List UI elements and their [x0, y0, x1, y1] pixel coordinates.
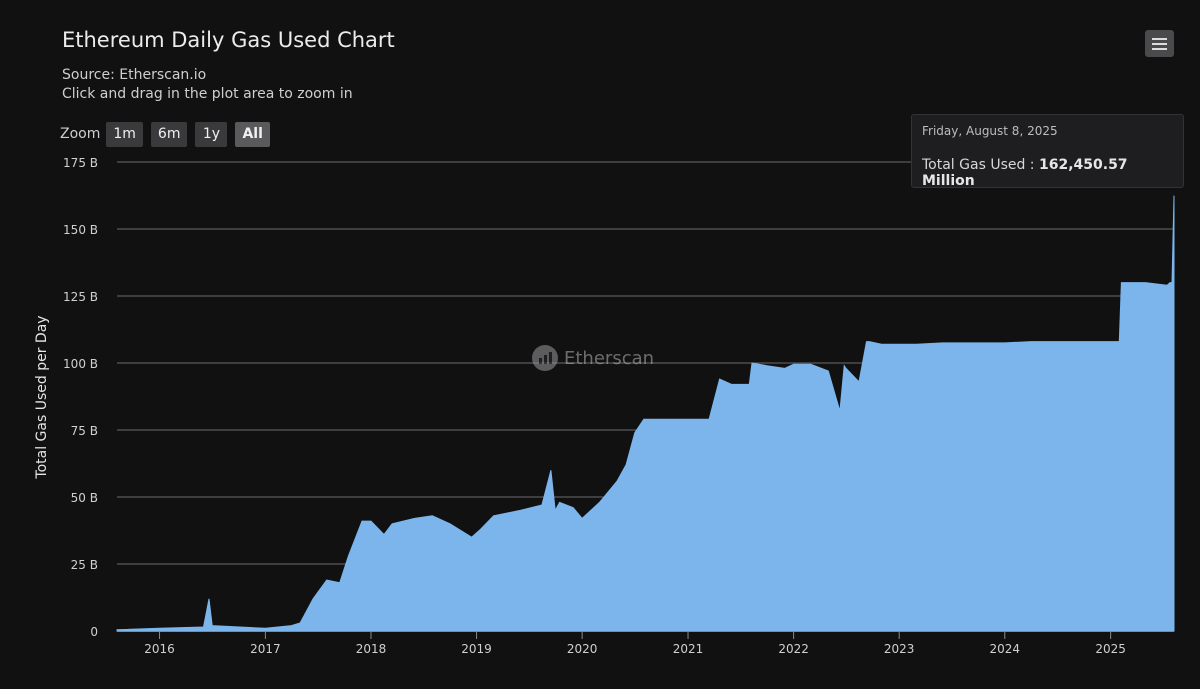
x-tick-label: 2019 — [461, 642, 492, 656]
y-tick-label: 100 B — [63, 357, 98, 371]
hamburger-menu-icon[interactable] — [1145, 30, 1174, 57]
x-tick-label: 2025 — [1095, 642, 1126, 656]
y-tick-label: 50 B — [71, 491, 98, 505]
x-tick-label: 2018 — [356, 642, 387, 656]
y-tick-label: 125 B — [63, 290, 98, 304]
x-tick-label: 2023 — [884, 642, 915, 656]
y-tick-label: 175 B — [63, 156, 98, 170]
tooltip-line: Total Gas Used : 162,450.57 Million — [922, 157, 1173, 189]
watermark-text: Etherscan — [564, 347, 655, 369]
x-tick-label: 2020 — [567, 642, 598, 656]
chart-title: Ethereum Daily Gas Used Chart — [62, 28, 395, 52]
chart-subtitle: Source: Etherscan.io Click and drag in t… — [62, 66, 353, 104]
y-axis-label: Total Gas Used per Day — [34, 315, 50, 479]
y-tick-label: 0 — [90, 625, 98, 639]
y-tick-label: 25 B — [71, 558, 98, 572]
tooltip-date: Friday, August 8, 2025 — [922, 124, 1058, 138]
tooltip-value: 162,450.57 Million — [922, 157, 1128, 189]
x-tick-label: 2017 — [250, 642, 281, 656]
zoom-controls: Zoom 1m 6m 1y All — [60, 121, 278, 147]
x-tick-label: 2016 — [144, 642, 175, 656]
subtitle-hint: Click and drag in the plot area to zoom … — [62, 86, 353, 102]
zoom-all-button[interactable]: All — [235, 121, 270, 147]
zoom-6m-button[interactable]: 6m — [150, 121, 188, 147]
etherscan-logo-icon — [532, 345, 558, 371]
x-tick-label: 2024 — [990, 642, 1021, 656]
chart-tooltip: Friday, August 8, 2025 Total Gas Used : … — [911, 114, 1184, 189]
zoom-1m-button[interactable]: 1m — [106, 121, 143, 147]
zoom-1y-button[interactable]: 1y — [195, 121, 228, 147]
tooltip-series-label: Total Gas Used : — [922, 157, 1039, 173]
zoom-label: Zoom — [60, 126, 101, 142]
subtitle-source: Source: Etherscan.io — [62, 67, 207, 83]
x-tick-label: 2022 — [778, 642, 809, 656]
etherscan-watermark: Etherscan — [532, 344, 654, 372]
y-tick-label: 75 B — [71, 424, 98, 438]
x-tick-label: 2021 — [673, 642, 704, 656]
y-tick-label: 150 B — [63, 223, 98, 237]
area-series — [116, 195, 1175, 632]
